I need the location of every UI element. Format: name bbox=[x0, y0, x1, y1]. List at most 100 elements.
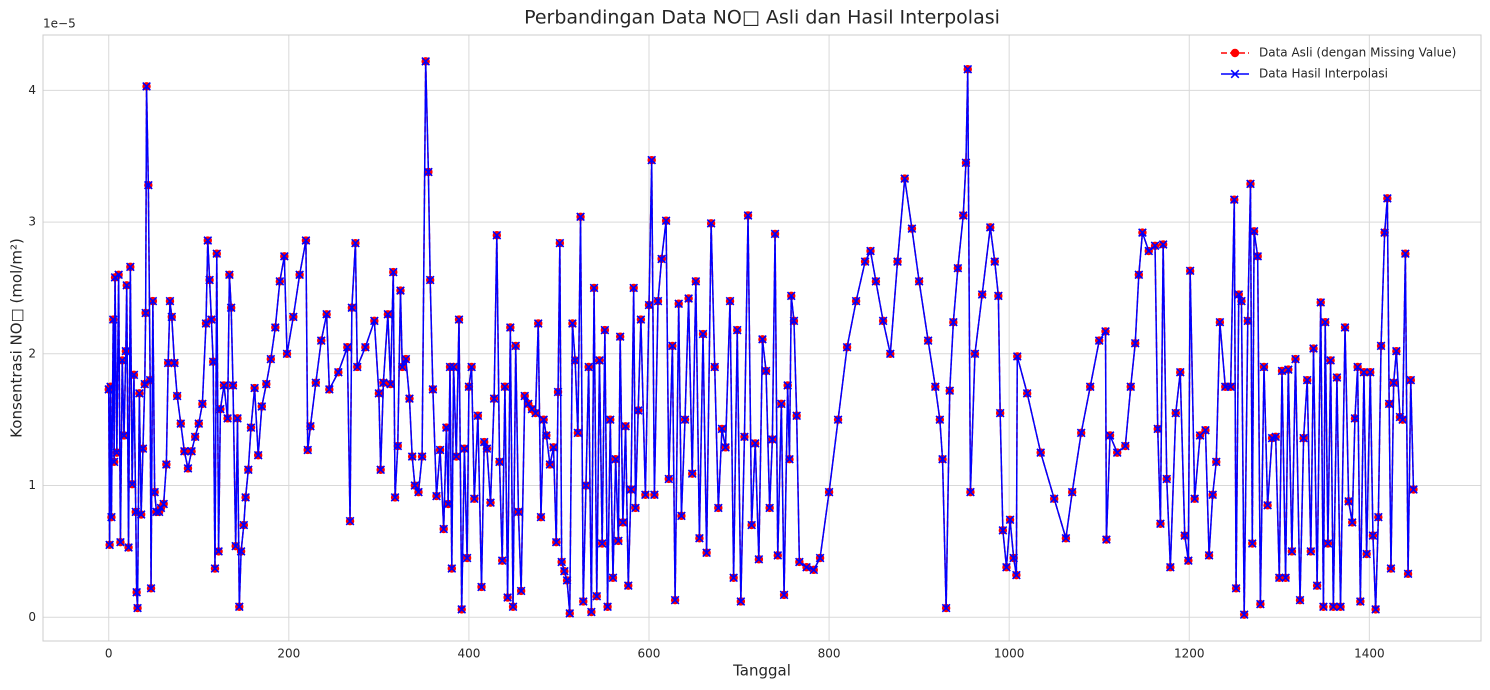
point-marker bbox=[516, 586, 526, 596]
point-marker bbox=[1237, 296, 1246, 306]
point-marker bbox=[1061, 533, 1071, 543]
chart-title: Perbandingan Data NO□ Asli dan Hasil Int… bbox=[524, 7, 1000, 29]
point-marker bbox=[520, 391, 530, 401]
point-marker bbox=[203, 236, 213, 245]
point-marker bbox=[1156, 519, 1165, 529]
point-marker bbox=[250, 383, 259, 393]
point-marker bbox=[562, 576, 572, 585]
point-marker bbox=[568, 319, 577, 328]
point-marker bbox=[795, 557, 804, 567]
point-marker bbox=[970, 349, 980, 359]
point-marker bbox=[1162, 474, 1172, 484]
point-marker bbox=[1302, 375, 1312, 385]
point-marker bbox=[1368, 531, 1378, 540]
point-marker bbox=[226, 303, 236, 313]
point-marker bbox=[1130, 338, 1140, 348]
point-marker bbox=[608, 573, 618, 583]
point-marker bbox=[674, 299, 684, 309]
point-marker bbox=[489, 394, 499, 403]
point-marker bbox=[435, 445, 445, 455]
point-marker bbox=[938, 454, 947, 464]
point-marker bbox=[1247, 539, 1257, 548]
point-marker bbox=[150, 487, 160, 497]
point-marker bbox=[809, 565, 819, 575]
point-marker bbox=[492, 230, 502, 240]
point-marker bbox=[1283, 365, 1293, 374]
point-marker bbox=[592, 591, 602, 601]
point-marker bbox=[677, 511, 686, 521]
point-marker bbox=[228, 381, 238, 390]
point-marker bbox=[555, 238, 565, 248]
point-marker bbox=[1126, 382, 1136, 392]
point-marker bbox=[578, 597, 588, 606]
point-marker bbox=[664, 474, 674, 484]
point-marker bbox=[1012, 352, 1022, 361]
point-marker bbox=[589, 283, 599, 293]
point-marker bbox=[390, 493, 400, 502]
point-marker bbox=[603, 602, 612, 612]
y-tick-label: 0 bbox=[28, 610, 36, 624]
point-marker bbox=[133, 603, 142, 613]
point-marker bbox=[1165, 562, 1175, 572]
point-marker bbox=[1253, 251, 1263, 261]
point-marker bbox=[156, 503, 166, 513]
point-marker bbox=[770, 229, 780, 239]
point-marker bbox=[977, 290, 987, 299]
point-marker bbox=[1316, 298, 1326, 307]
point-marker bbox=[758, 334, 767, 344]
marks bbox=[104, 56, 1418, 620]
point-marker bbox=[747, 520, 757, 530]
point-marker bbox=[657, 254, 666, 264]
point-marker bbox=[1359, 367, 1369, 377]
x-tick-label: 800 bbox=[818, 647, 841, 661]
point-marker bbox=[893, 257, 902, 266]
point-marker bbox=[1319, 602, 1328, 612]
point-marker bbox=[117, 356, 127, 365]
point-marker bbox=[1309, 344, 1318, 353]
point-marker bbox=[958, 211, 968, 220]
point-marker bbox=[1328, 602, 1338, 612]
point-marker bbox=[721, 442, 730, 452]
point-marker bbox=[316, 336, 326, 346]
point-marker bbox=[1204, 551, 1214, 560]
point-marker bbox=[176, 419, 186, 428]
point-marker bbox=[508, 602, 518, 612]
point-marker bbox=[1382, 193, 1392, 203]
point-marker bbox=[201, 319, 211, 328]
point-marker bbox=[219, 381, 229, 390]
point-marker bbox=[369, 316, 379, 326]
point-marker bbox=[261, 379, 271, 389]
point-marker bbox=[641, 490, 650, 500]
point-marker bbox=[1409, 485, 1418, 494]
point-marker bbox=[729, 573, 739, 583]
point-marker bbox=[1085, 382, 1095, 392]
point-marker bbox=[1153, 424, 1163, 434]
point-marker bbox=[443, 499, 453, 509]
point-marker bbox=[1211, 457, 1221, 467]
point-marker bbox=[1373, 512, 1383, 522]
point-marker bbox=[885, 349, 895, 359]
point-marker bbox=[233, 413, 242, 423]
point-marker bbox=[1005, 515, 1015, 525]
point-marker bbox=[282, 349, 292, 359]
point-marker bbox=[447, 564, 457, 573]
point-marker bbox=[131, 507, 141, 517]
point-marker bbox=[1175, 367, 1185, 377]
x-tick-label: 600 bbox=[638, 647, 661, 661]
point-marker bbox=[1336, 602, 1345, 612]
point-marker bbox=[236, 547, 246, 556]
point-marker bbox=[570, 356, 580, 365]
point-marker bbox=[1371, 605, 1381, 614]
point-marker bbox=[990, 257, 1000, 266]
series-line bbox=[107, 60, 1415, 616]
point-marker bbox=[445, 362, 455, 372]
point-marker bbox=[105, 540, 114, 550]
point-marker bbox=[963, 64, 973, 74]
point-marker bbox=[1271, 432, 1281, 442]
point-marker bbox=[1389, 378, 1399, 388]
x-tick-label: 0 bbox=[105, 647, 113, 661]
point-marker bbox=[1391, 346, 1401, 356]
point-marker bbox=[1022, 388, 1032, 398]
point-marker bbox=[479, 437, 489, 447]
point-marker bbox=[505, 323, 515, 332]
